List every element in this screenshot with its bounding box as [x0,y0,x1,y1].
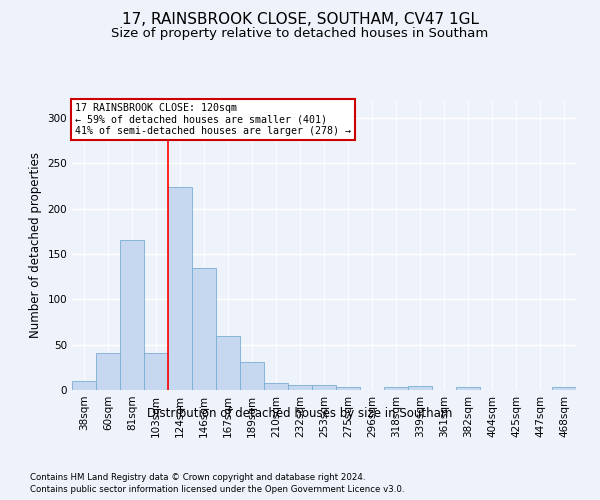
Bar [96,353,120,390]
Text: Distribution of detached houses by size in Southam: Distribution of detached houses by size … [148,408,452,420]
Text: 17, RAINSBROOK CLOSE, SOUTHAM, CV47 1GL: 17, RAINSBROOK CLOSE, SOUTHAM, CV47 1GL [121,12,479,28]
Text: Size of property relative to detached houses in Southam: Size of property relative to detached ho… [112,28,488,40]
Bar [72,381,96,390]
Bar [192,268,216,390]
Bar [288,386,312,390]
Bar [144,353,168,390]
Bar [408,386,432,390]
Bar [312,386,336,390]
Bar [120,240,144,390]
Bar [336,388,360,390]
Text: Contains HM Land Registry data © Crown copyright and database right 2024.: Contains HM Land Registry data © Crown c… [30,472,365,482]
Bar [240,362,264,390]
Bar [216,336,240,390]
Text: Contains public sector information licensed under the Open Government Licence v3: Contains public sector information licen… [30,485,404,494]
Bar [168,187,192,390]
Bar [456,388,480,390]
Bar [264,383,288,390]
Bar [384,388,408,390]
Y-axis label: Number of detached properties: Number of detached properties [29,152,42,338]
Bar [552,388,576,390]
Text: 17 RAINSBROOK CLOSE: 120sqm
← 59% of detached houses are smaller (401)
41% of se: 17 RAINSBROOK CLOSE: 120sqm ← 59% of det… [74,103,350,136]
